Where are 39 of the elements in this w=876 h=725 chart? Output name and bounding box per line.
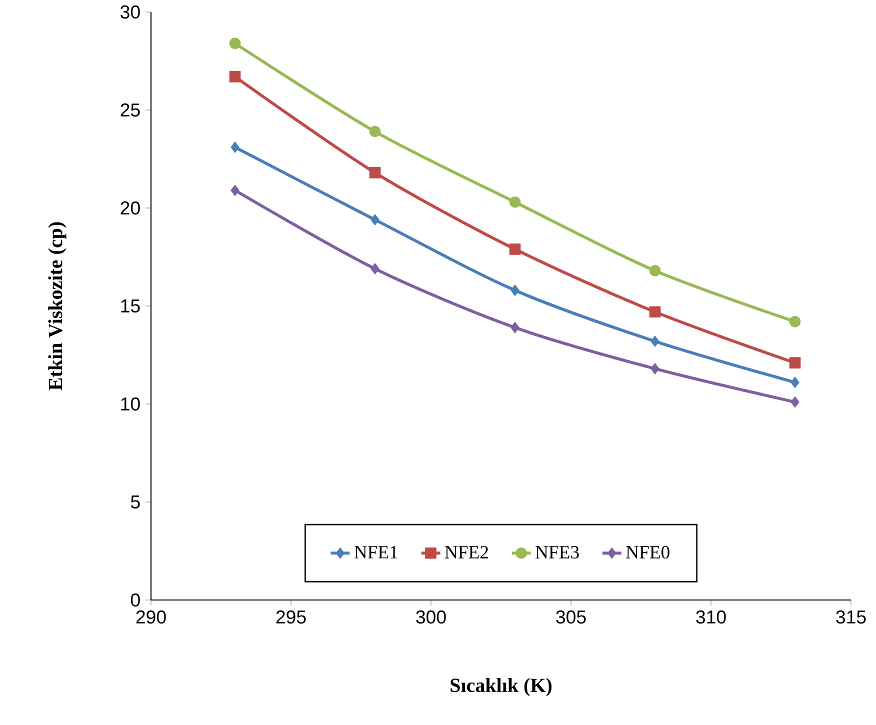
- x-tick-label: 305: [556, 610, 586, 624]
- y-tick-label: 25: [120, 103, 140, 117]
- y-tick-label: 15: [121, 299, 140, 313]
- point: [370, 263, 380, 274]
- x-tick-label: 315: [836, 610, 866, 624]
- legend-label: NFE3: [536, 546, 579, 559]
- point: [229, 38, 241, 50]
- point: [510, 284, 520, 296]
- point: [790, 396, 800, 408]
- point: [369, 126, 381, 138]
- point: [509, 243, 521, 255]
- y-tick-label: 10: [121, 397, 140, 411]
- point: [789, 316, 801, 328]
- legend-label: NFE2: [444, 546, 488, 558]
- point: [230, 142, 240, 153]
- point: [369, 167, 381, 178]
- y-tick-label: 0: [130, 593, 140, 607]
- point: [789, 357, 801, 368]
- point: [229, 71, 241, 82]
- point: [510, 322, 520, 334]
- x-tick-label: 300: [416, 610, 446, 624]
- x-tick-label: 290: [136, 610, 166, 624]
- y-axis-title: Etkin Viskozite (cp): [48, 222, 66, 390]
- legend-label: NFE0: [626, 546, 670, 559]
- legend-label: NFE1: [354, 546, 398, 558]
- point: [650, 363, 660, 374]
- x-axis-title: Sıcaklık (K): [450, 678, 552, 696]
- y-tick-label: 30: [120, 5, 140, 19]
- point: [509, 196, 521, 208]
- point: [790, 376, 800, 388]
- y-tick-label: 20: [120, 201, 140, 215]
- point: [649, 306, 661, 318]
- point: [650, 336, 660, 347]
- x-tick-label: 310: [696, 610, 726, 624]
- point: [370, 214, 380, 226]
- y-tick-label: 5: [130, 495, 140, 509]
- x-tick-label: 295: [276, 610, 306, 624]
- point: [649, 265, 661, 276]
- point: [230, 184, 240, 196]
